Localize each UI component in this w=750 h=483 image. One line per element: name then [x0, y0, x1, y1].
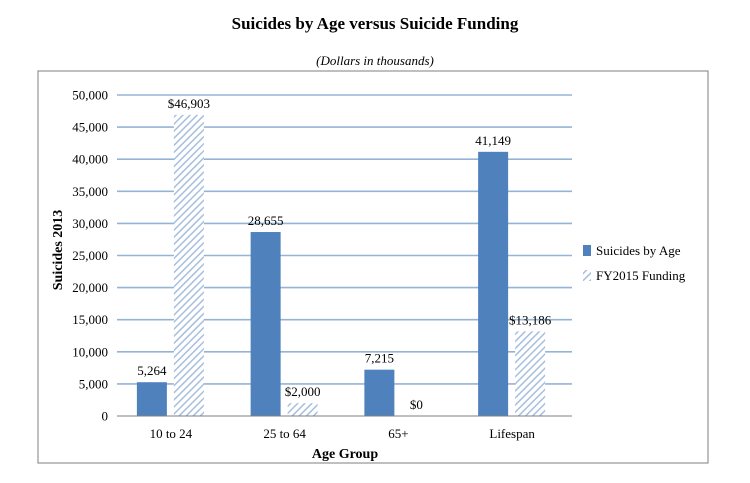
- y-tick-label: 5,000: [79, 376, 108, 391]
- data-labels: 5,264 $46,903 28,655 $2,000 7,215 $0 41,149 $13…: [137, 96, 552, 412]
- data-label: $0: [410, 397, 423, 412]
- y-tick-label: 45,000: [72, 120, 108, 135]
- y-tick-label: 15,000: [72, 312, 108, 327]
- legend-label: Suicides by Age: [596, 243, 681, 258]
- data-label: $46,903: [168, 96, 210, 111]
- legend-swatch: [583, 245, 591, 256]
- y-axis-ticks: 0 5,000 10,000 15,000 20,000 25,000 30,000 35,0…: [72, 88, 108, 424]
- bar-suicides: [250, 232, 281, 416]
- x-axis-ticks: 10 to 24 25 to 64 65+ Lifespan: [150, 426, 536, 441]
- bar-funding: [173, 114, 204, 416]
- y-tick-label: 30,000: [72, 216, 108, 231]
- legend-label: FY2015 Funding: [596, 268, 686, 283]
- y-axis-label: Suicides 2013: [51, 210, 66, 291]
- chart-frame: [37, 70, 709, 464]
- y-tick-label: 50,000: [72, 88, 108, 103]
- x-tick-label: Lifespan: [489, 426, 535, 441]
- data-label: $2,000: [285, 384, 321, 399]
- y-tick-label: 25,000: [72, 248, 108, 263]
- x-tick-label: 65+: [388, 426, 408, 441]
- y-tick-label: 35,000: [72, 184, 108, 199]
- data-label: $13,186: [509, 312, 552, 327]
- y-tick-label: 10,000: [72, 344, 108, 359]
- data-label: 7,215: [365, 351, 394, 366]
- bar-suicides: [478, 151, 509, 416]
- chart-subtitle: (Dollars in thousands): [316, 53, 434, 68]
- y-tick-label: 20,000: [72, 280, 108, 295]
- y-tick-label: 0: [102, 409, 109, 424]
- y-tick-label: 40,000: [72, 152, 108, 167]
- x-tick-label: 10 to 24: [150, 426, 193, 441]
- bars: [136, 114, 546, 416]
- bar-suicides: [136, 382, 167, 416]
- data-label: 5,264: [137, 363, 167, 378]
- x-axis-label: Age Group: [312, 447, 378, 462]
- data-label: 41,149: [475, 133, 511, 148]
- legend: Suicides by Age FY2015 Funding: [583, 243, 686, 283]
- x-tick-label: 25 to 64: [263, 426, 306, 441]
- bar-suicides: [364, 369, 395, 416]
- data-label: 28,655: [248, 213, 284, 228]
- legend-swatch: [583, 270, 591, 281]
- bar-funding: [287, 403, 318, 416]
- bar-funding: [515, 331, 546, 416]
- chart-title: Suicides by Age versus Suicide Funding: [231, 14, 519, 33]
